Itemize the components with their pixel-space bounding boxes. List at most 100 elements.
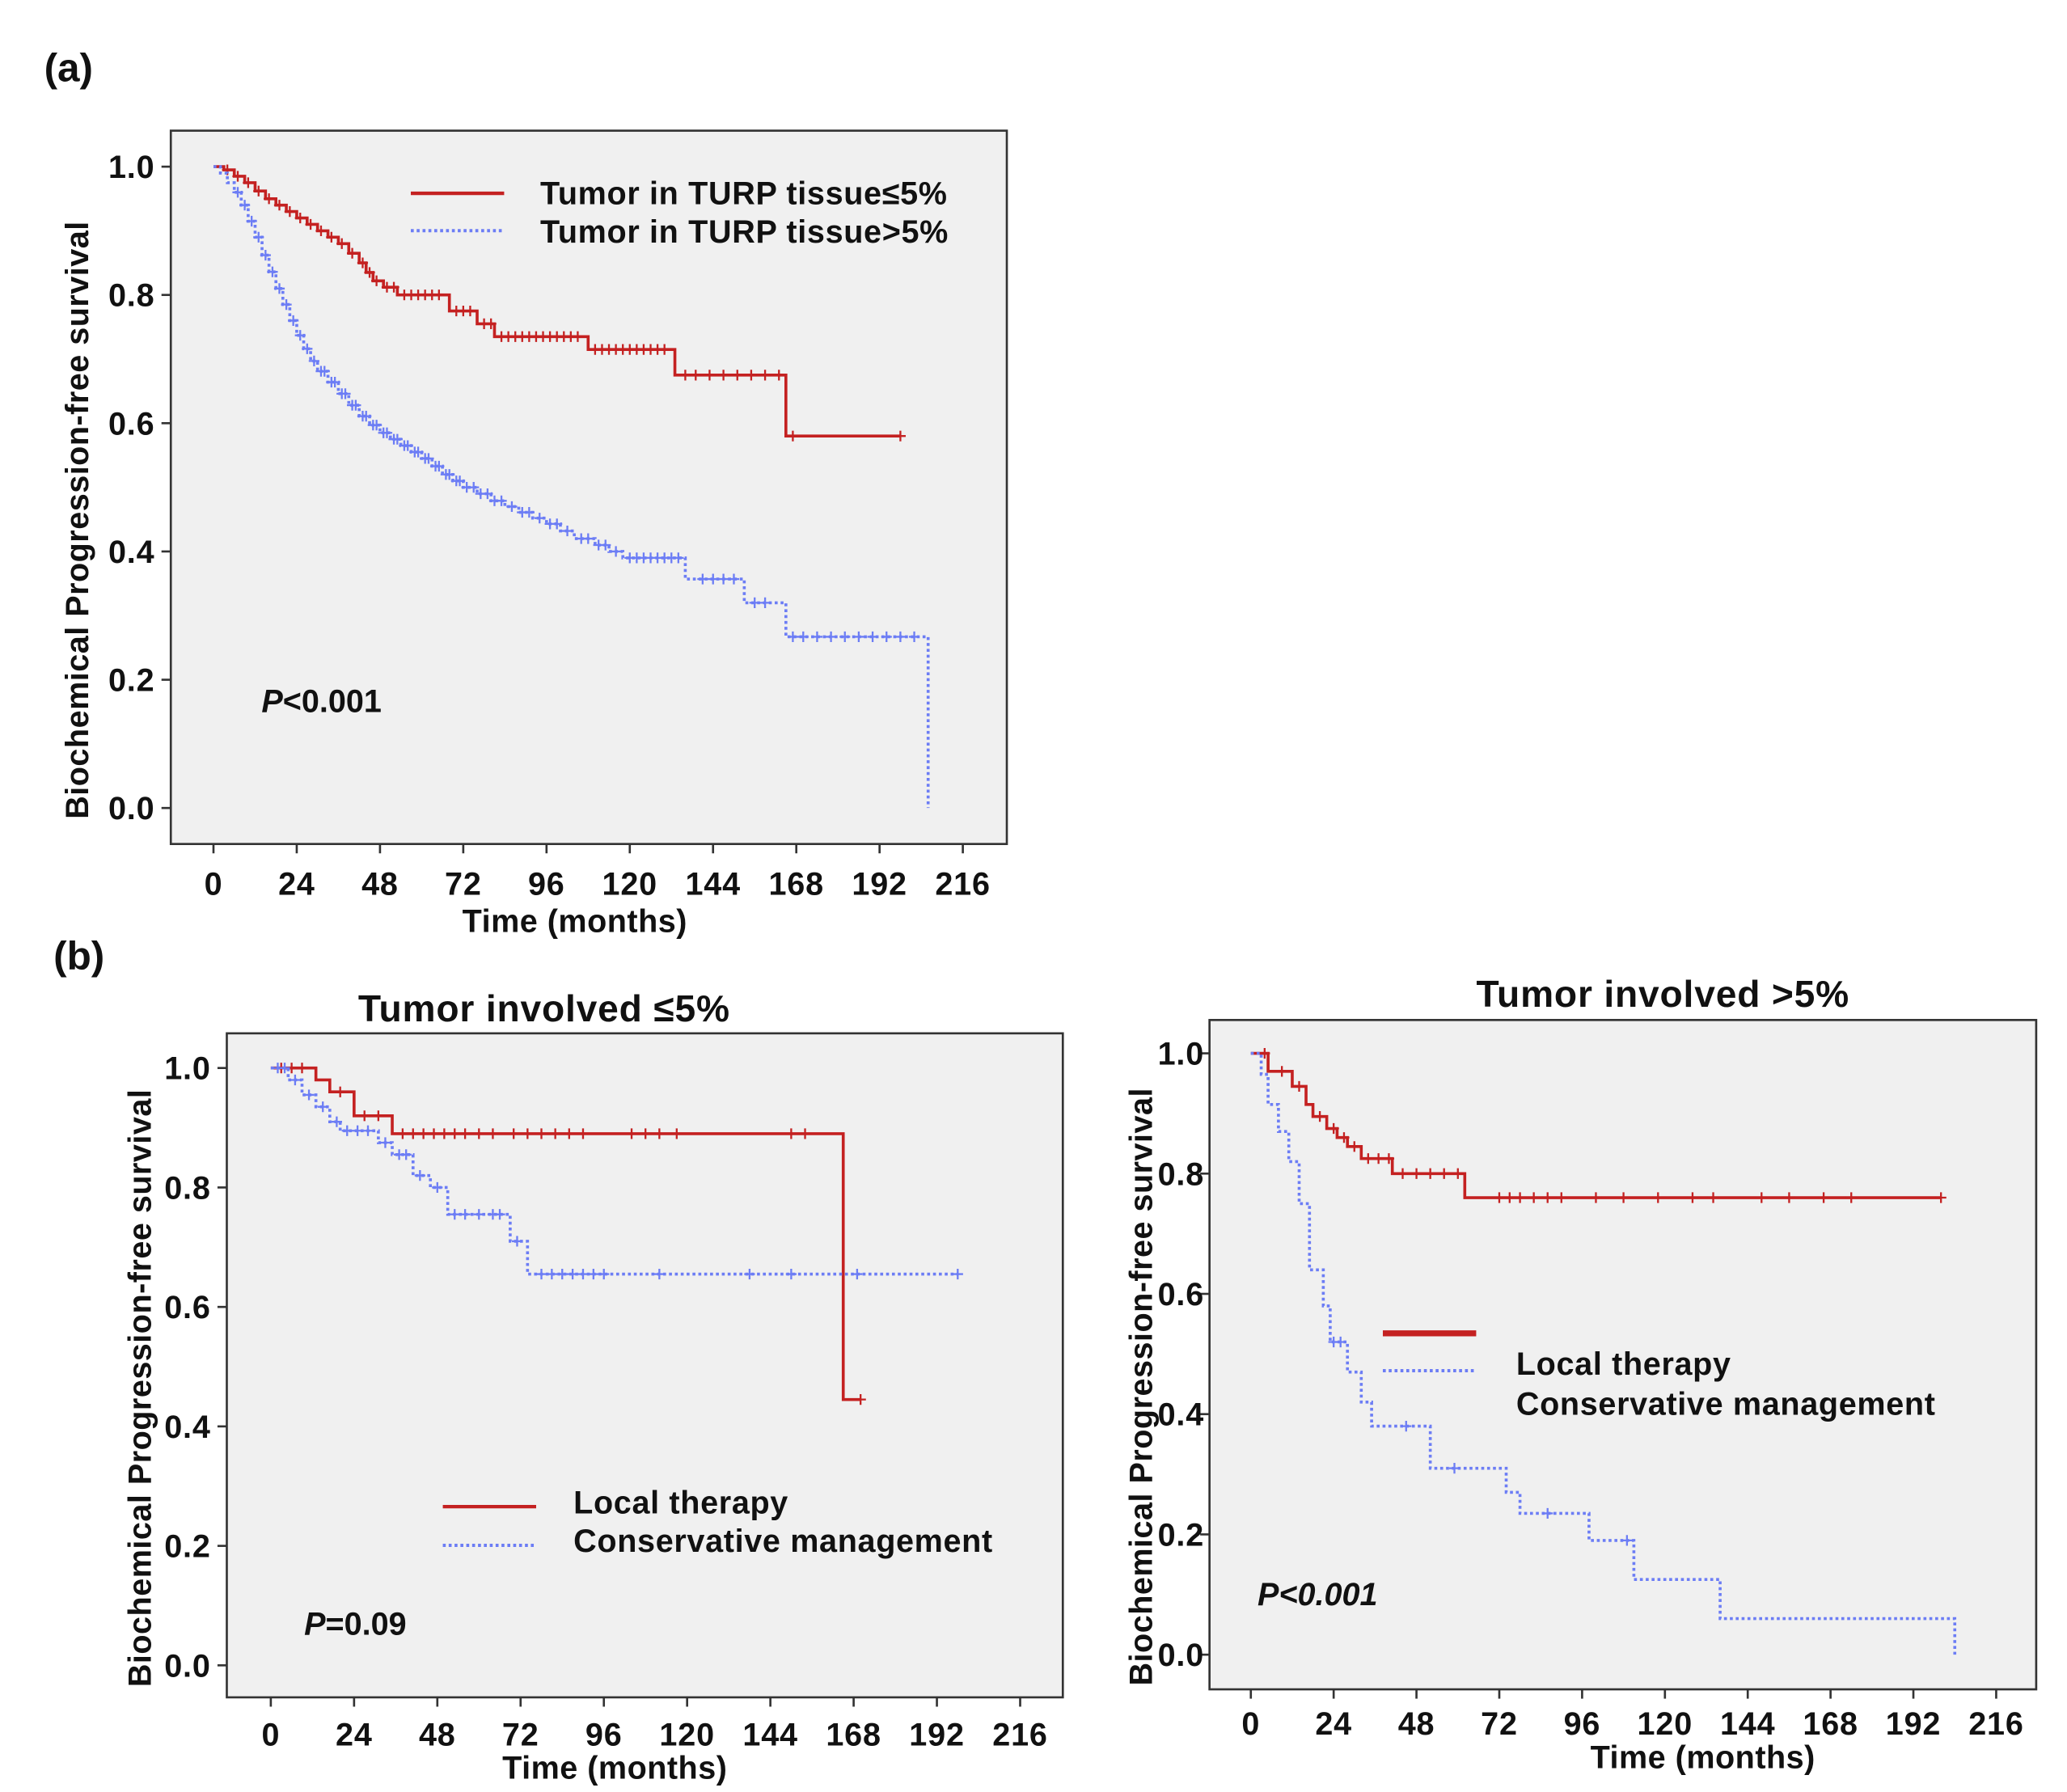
- censor-mark: [773, 370, 784, 381]
- censor-mark: [432, 1181, 443, 1194]
- censor-mark: [335, 1086, 346, 1097]
- censor-mark: [414, 1170, 425, 1181]
- x-tick-label: 24: [336, 1717, 373, 1752]
- censor-mark: [379, 1137, 391, 1148]
- x-tick-label: 168: [826, 1717, 881, 1752]
- censor-mark: [1935, 1192, 1947, 1203]
- chart-title: Tumor involved >5%: [1476, 973, 1849, 1015]
- x-tick-label: 192: [909, 1717, 964, 1752]
- y-axis-title: Biochemical Progression-free survival: [1124, 1088, 1160, 1686]
- x-tick-label: 0: [1241, 1706, 1260, 1742]
- censor-mark: [243, 177, 254, 188]
- x-tick-label: 72: [445, 866, 482, 902]
- censor-mark: [264, 193, 275, 205]
- censor-mark: [341, 1125, 353, 1136]
- y-tick-label: 0.6: [108, 406, 154, 442]
- censor-mark: [853, 631, 864, 643]
- censor-mark: [826, 631, 837, 643]
- censor-mark: [402, 440, 413, 451]
- y-tick-label: 1.0: [108, 150, 154, 185]
- y-tick-label: 0.4: [164, 1410, 210, 1445]
- censor-mark: [239, 200, 251, 211]
- censor-mark: [361, 411, 372, 422]
- x-tick-label: 96: [1564, 1706, 1601, 1742]
- censor-mark: [346, 247, 358, 259]
- censor-mark: [381, 427, 393, 438]
- censor-mark: [357, 257, 369, 268]
- censor-mark: [799, 1128, 811, 1139]
- censor-mark: [438, 1128, 450, 1139]
- censor-mark: [485, 318, 497, 330]
- censor-mark: [718, 573, 729, 585]
- plot-area: [226, 1032, 1064, 1699]
- p-value-number: <0.001: [1279, 1577, 1377, 1612]
- censor-mark: [1335, 1336, 1346, 1348]
- censor-mark: [522, 1128, 533, 1139]
- censor-mark: [473, 1128, 484, 1139]
- censor-mark: [881, 631, 892, 643]
- censor-mark: [653, 1268, 665, 1280]
- censor-mark: [952, 1268, 963, 1280]
- x-tick-label: 168: [768, 866, 823, 902]
- censor-mark: [1652, 1192, 1663, 1203]
- censor-mark: [408, 1128, 419, 1139]
- censor-mark: [482, 488, 493, 500]
- censor-mark: [704, 370, 716, 381]
- x-tick-label: 96: [585, 1717, 623, 1752]
- censor-mark: [454, 475, 466, 487]
- censor-mark: [279, 1063, 290, 1074]
- censor-mark: [1276, 1066, 1287, 1077]
- p-value-symbol: P: [304, 1606, 326, 1642]
- censor-mark: [296, 1063, 308, 1074]
- censor-mark: [894, 631, 906, 643]
- x-tick-label: 24: [278, 866, 315, 902]
- plot-area: [1208, 1019, 2038, 1691]
- censor-mark: [552, 518, 563, 530]
- censor-mark: [1328, 1122, 1339, 1135]
- censor-mark: [1373, 1153, 1384, 1164]
- censor-mark: [1452, 1168, 1464, 1179]
- censor-mark: [1687, 1192, 1698, 1203]
- y-tick-label: 0.8: [1158, 1156, 1204, 1192]
- censor-mark: [673, 552, 684, 564]
- censor-mark: [1259, 1047, 1270, 1059]
- x-tick-label: 168: [1803, 1706, 1858, 1742]
- chart-a: 0 24 48 72 96 120 144 168 192 216 0.0 0.2 0.4 0.6 0.8 1…: [60, 129, 1008, 940]
- x-tick-label: 120: [659, 1717, 714, 1752]
- censor-mark: [567, 1268, 578, 1280]
- censor-mark: [535, 1128, 547, 1139]
- x-tick-label: 0: [261, 1717, 280, 1752]
- x-tick-label: 48: [419, 1717, 456, 1752]
- censor-mark: [508, 1128, 519, 1139]
- y-tick-label: 0.6: [1158, 1277, 1204, 1312]
- censor-mark: [319, 366, 330, 377]
- censor-mark: [1448, 1463, 1460, 1474]
- chart-title: Tumor involved ≤5%: [358, 987, 730, 1029]
- censor-mark: [908, 631, 920, 643]
- censor-mark: [317, 1101, 328, 1113]
- y-tick-label: 0.6: [164, 1290, 210, 1325]
- x-tick-label: 216: [992, 1717, 1047, 1752]
- censor-mark: [362, 1125, 374, 1136]
- x-axis-title: Time (months): [1591, 1739, 1815, 1775]
- censor-mark: [1514, 1192, 1526, 1203]
- x-tick-label: 24: [1315, 1706, 1352, 1742]
- censor-mark: [1528, 1192, 1540, 1203]
- censor-mark: [1818, 1192, 1829, 1203]
- censor-mark: [273, 283, 285, 294]
- censor-mark: [1621, 1535, 1633, 1546]
- censor-mark: [1383, 1153, 1395, 1164]
- x-tick-label: 216: [935, 866, 990, 902]
- p-value-symbol: P: [261, 683, 283, 719]
- censor-mark: [546, 1268, 557, 1280]
- x-tick-label: 216: [1968, 1706, 2023, 1742]
- censor-mark: [428, 1128, 440, 1139]
- censor-mark: [449, 1209, 460, 1220]
- censor-mark: [1618, 1192, 1630, 1203]
- y-tick-label: 0.0: [108, 791, 154, 826]
- censor-mark: [577, 1268, 589, 1280]
- censor-mark: [496, 495, 507, 506]
- censor-mark: [855, 1394, 866, 1405]
- censor-mark: [412, 446, 424, 458]
- censor-mark: [246, 215, 257, 227]
